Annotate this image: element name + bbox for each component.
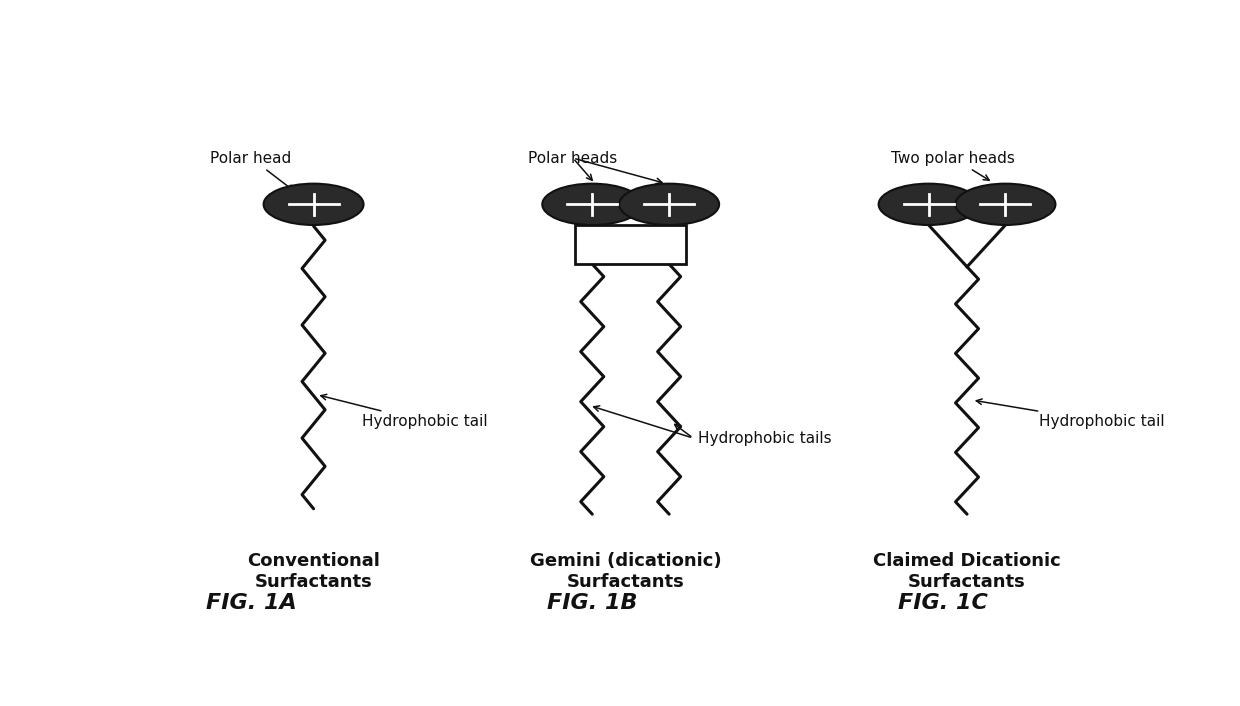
Text: FIG. 1A: FIG. 1A bbox=[206, 593, 296, 613]
Ellipse shape bbox=[879, 184, 978, 225]
Text: Conventional
Surfactants: Conventional Surfactants bbox=[247, 552, 379, 591]
Bar bbox=[575, 225, 687, 264]
Text: Claimed Dicationic
Surfactants: Claimed Dicationic Surfactants bbox=[873, 552, 1061, 591]
Ellipse shape bbox=[619, 184, 719, 225]
Text: Hydrophobic tail: Hydrophobic tail bbox=[976, 399, 1164, 429]
Ellipse shape bbox=[264, 184, 363, 225]
Ellipse shape bbox=[956, 184, 1055, 225]
Text: Gemini (dicationic)
Surfactants: Gemini (dicationic) Surfactants bbox=[529, 552, 722, 591]
Text: Polar head: Polar head bbox=[211, 150, 294, 191]
Ellipse shape bbox=[542, 184, 642, 225]
Text: Hydrophobic tails: Hydrophobic tails bbox=[698, 431, 832, 445]
Text: Hydrophobic tail: Hydrophobic tail bbox=[321, 395, 487, 429]
Text: Two polar heads: Two polar heads bbox=[892, 150, 1016, 180]
Text: FIG. 1B: FIG. 1B bbox=[547, 593, 637, 613]
Text: Polar heads: Polar heads bbox=[528, 150, 618, 166]
Text: FIG. 1C: FIG. 1C bbox=[898, 593, 988, 613]
